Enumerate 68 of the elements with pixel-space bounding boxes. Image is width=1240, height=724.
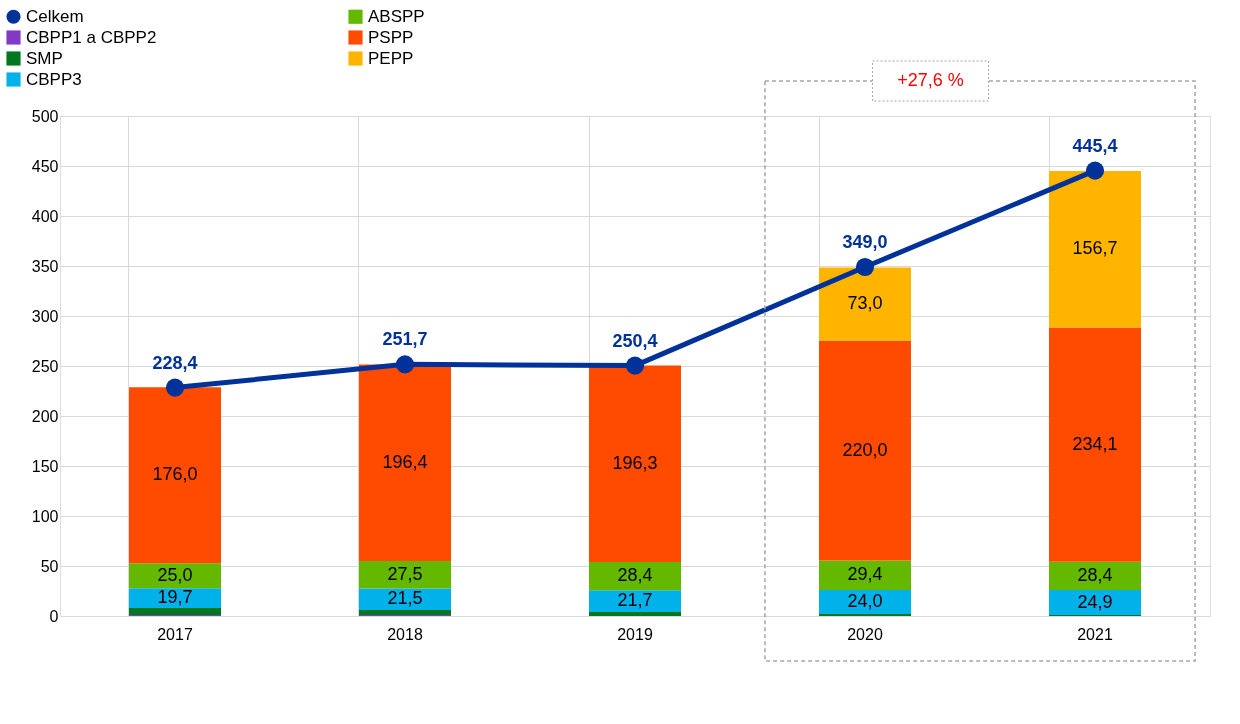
legend-label: SMP (26, 48, 63, 68)
bar (589, 590, 681, 612)
bar (819, 560, 911, 590)
y-tick-label: 500 (31, 107, 59, 125)
data-label: 196,3 (612, 452, 658, 473)
data-label: 156,7 (1072, 238, 1118, 259)
bar (359, 364, 451, 561)
point (395, 355, 415, 374)
bar (1049, 590, 1141, 615)
data-label: 25,0 (157, 564, 193, 585)
data-label: 29,4 (847, 564, 883, 585)
legend-label: CBPP3 (26, 69, 82, 89)
data-label: 27,5 (387, 563, 423, 584)
y-tick-label: 150 (31, 457, 59, 475)
data-label: 28,4 (1077, 564, 1113, 585)
bar (819, 590, 911, 614)
data-label: 251,7 (382, 329, 428, 350)
bar (129, 387, 221, 564)
data-label: 250,4 (612, 330, 658, 351)
legend-label: CBPP1 a CBPP2 (26, 27, 157, 47)
bar (1049, 327, 1141, 562)
legend-label: PSPP (368, 27, 414, 47)
data-label: 220,0 (842, 439, 888, 460)
point (855, 257, 875, 277)
legend-label: PEPP (368, 48, 414, 68)
bar (359, 610, 451, 615)
y-tick-label: 100 (31, 507, 59, 525)
bar (359, 561, 451, 589)
y-tick-label: 450 (31, 157, 59, 175)
x-tick-label: 2020 (847, 625, 883, 643)
data-label: 21,7 (617, 590, 653, 611)
y-tick-label: 400 (31, 207, 59, 225)
x-tick-label: 2017 (157, 625, 193, 643)
point (625, 356, 645, 375)
legend-label: ABSPP (368, 6, 425, 26)
bar (589, 612, 681, 616)
data-label: 445,4 (1072, 135, 1118, 156)
bar (1049, 170, 1141, 328)
data-label: 21,5 (387, 588, 423, 609)
data-label: 24,0 (847, 591, 883, 611)
y-tick-label: 0 (49, 607, 59, 625)
bar (819, 267, 911, 341)
bar (129, 588, 221, 608)
data-label: 349,0 (842, 232, 888, 252)
data-label: 228,4 (152, 352, 198, 373)
y-tick-label: 300 (31, 307, 59, 325)
data-label: 28,4 (617, 565, 653, 586)
y-tick-label: 250 (31, 357, 59, 375)
y-tick-label: 50 (40, 557, 59, 575)
point (165, 378, 185, 397)
data-label: 24,9 (1077, 591, 1113, 612)
bar (589, 365, 681, 562)
x-tick-label: 2021 (1077, 625, 1113, 643)
bar (129, 608, 221, 615)
data-label: 234,1 (1072, 433, 1118, 454)
y-tick-label: 200 (31, 407, 59, 425)
data-label: 176,0 (152, 464, 198, 485)
text: +27,6 % (897, 70, 964, 90)
bar (129, 563, 221, 589)
data-label: 73,0 (847, 293, 883, 314)
bar (819, 340, 911, 561)
y-tick-label: 350 (31, 257, 59, 275)
point (1085, 161, 1105, 180)
data-label: 196,4 (382, 451, 428, 472)
x-tick-label: 2019 (617, 625, 653, 643)
x-tick-label: 2018 (387, 625, 423, 643)
data-label: 19,7 (157, 587, 193, 608)
legend-label: Celkem (26, 6, 84, 26)
